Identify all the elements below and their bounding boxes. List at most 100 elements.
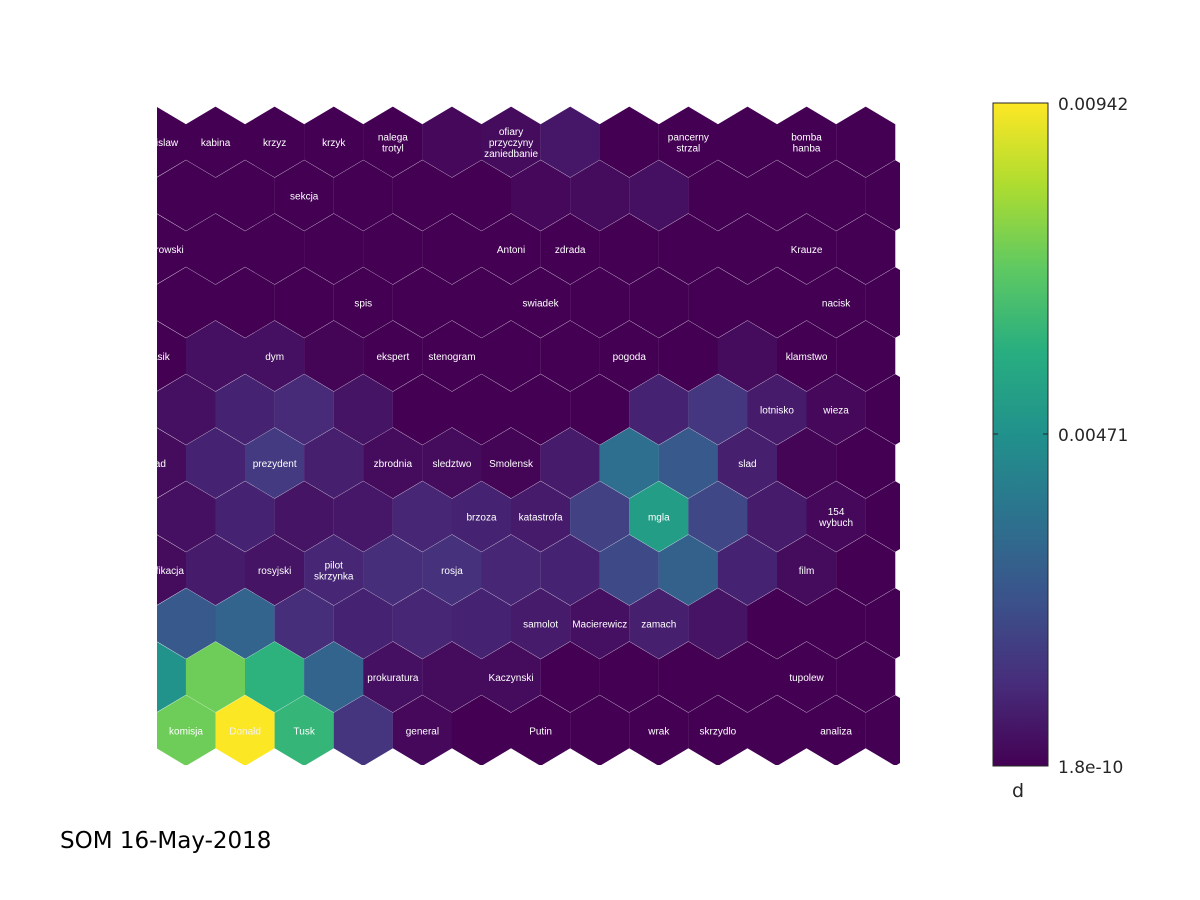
hex-cell-r4-c4: [363, 320, 423, 392]
hex-cell-r10-c6: [481, 641, 541, 713]
hex-cell-r0-c3: [304, 106, 364, 178]
cell-label-42: prokuratura: [367, 673, 419, 684]
hex-cell-r11-c9: [688, 695, 748, 765]
cell-label-4: nalega trotyl: [378, 133, 408, 155]
cell-label-48: general: [406, 727, 439, 738]
hex-cell-r5-c0: [157, 374, 216, 445]
hex-cell-r7-c10: [747, 481, 807, 552]
cell-label-3: krzyk: [322, 138, 346, 149]
cell-label-47: Tusk: [294, 727, 316, 738]
cell-label-line: Putin: [529, 727, 552, 738]
hex-cell-r5-c11: [806, 374, 866, 445]
cell-label-line: slad: [738, 459, 756, 470]
hex-cell-r6-c5: [422, 427, 482, 499]
cell-label-50: wrak: [647, 727, 670, 738]
hex-cell-r2-c6: [481, 213, 541, 285]
hex-cell-r6-c10: [717, 427, 778, 499]
cell-label-51: skrzydlo: [700, 727, 737, 738]
cell-label-22: lotnisko: [760, 406, 794, 417]
cell-label-18: ekspert: [376, 352, 409, 363]
cell-label-20: pogoda: [613, 352, 647, 363]
hex-cell-r9-c8: [629, 588, 689, 659]
cell-label-2: krzyz: [263, 138, 286, 149]
cell-label-39: samolot: [523, 620, 558, 631]
cell-label-line: nalega: [378, 133, 408, 144]
hex-cell-r1-c2: [274, 160, 334, 231]
cell-label-line: prezydent: [253, 459, 297, 470]
hex-cell-r7-c6: [511, 481, 571, 552]
hex-cell-r1-c4: [392, 160, 452, 231]
cell-label-24: blad: [147, 459, 166, 470]
hex-cell-r6-c9: [658, 427, 718, 499]
cell-label-34: identyfikacja: [129, 566, 184, 577]
hex-cell-r5-c7: [570, 374, 630, 445]
hex-cell-r4-c10: [717, 320, 778, 392]
hex-cell-r3-c5: [451, 267, 512, 338]
hex-cell-r10-c11: [777, 641, 837, 713]
cell-label-line: rosyjski: [258, 566, 291, 577]
hex-cell-r3-c6: [511, 267, 571, 338]
hex-cell-r3-c0: [157, 267, 216, 338]
hex-cell-r2-c3: [304, 213, 364, 285]
cell-label-14: swiadek: [523, 299, 560, 310]
hex-cell-r8-c0: [157, 534, 186, 606]
cell-label-line: katastrofa: [519, 513, 563, 524]
hex-cell-r1-c1: [215, 160, 275, 231]
cell-label-line: samolot: [523, 620, 558, 631]
cell-label-line: strzal: [676, 144, 700, 155]
hex-cell-r7-c9: [688, 481, 748, 552]
hex-cell-r7-c3: [333, 481, 393, 552]
hex-cell-r1-c7: [570, 160, 630, 231]
hex-cell-r10-c2: [245, 641, 305, 713]
cell-label-43: Kaczynski: [489, 673, 534, 684]
cell-label-30: brzoza: [466, 513, 496, 524]
hex-cell-r11-c11: [806, 695, 866, 765]
cell-label-37: rosja: [441, 566, 463, 577]
cell-label-25: prezydent: [253, 459, 297, 470]
hex-cell-r10-c8: [599, 641, 659, 713]
cell-label-33: 154 wybuch: [818, 507, 853, 529]
cell-label-line: Blasik: [143, 352, 171, 363]
hex-cell-r7-c1: [215, 481, 275, 552]
hex-cell-r0-c10: [717, 106, 778, 178]
hex-cell-r9-c1: [215, 588, 275, 659]
cell-label-line: brzoza: [466, 513, 496, 524]
hex-cell-r8-c3: [304, 534, 364, 606]
cell-label-line: pilot: [325, 561, 344, 572]
hex-cell-r5-c9: [688, 374, 748, 445]
hex-cell-r7-c4: [392, 481, 452, 552]
hex-cell-r0-c8: [599, 106, 659, 178]
hex-cell-r10-c3: [304, 641, 364, 713]
hex-cell-r11-c5: [451, 695, 512, 765]
hex-cell-r7-c11: [806, 481, 866, 552]
cell-label-line: rosja: [441, 566, 463, 577]
hex-cell-r2-c9: [658, 213, 718, 285]
hex-cell-r7-c8: [629, 481, 689, 552]
hexagon-grid: [157, 106, 900, 765]
hex-cell-r6-c0: [157, 427, 186, 499]
cell-label-1: kabina: [201, 138, 231, 149]
hex-cell-r9-c7: [570, 588, 630, 659]
cell-label-6: pancerny strzal: [668, 133, 709, 155]
cell-label-line: zamach: [641, 620, 676, 631]
cell-label-32: mgla: [648, 513, 670, 524]
cell-label-line: general: [406, 727, 439, 738]
cell-label-line: mgla: [648, 513, 670, 524]
cell-label-line: sledztwo: [432, 459, 471, 470]
hex-cell-r8-c7: [540, 534, 600, 606]
hex-cell-r6-c1: [185, 427, 246, 499]
cell-label-23: wieza: [822, 406, 849, 417]
cell-label-line: nacisk: [822, 299, 851, 310]
hex-cell-r4-c2: [245, 320, 305, 392]
cell-label-line: wieza: [822, 406, 849, 417]
hex-cell-r11-c12: [865, 695, 900, 765]
cell-label-26: zbrodnia: [374, 459, 413, 470]
hex-cell-r8-c10: [717, 534, 778, 606]
hex-cell-r11-c10: [747, 695, 807, 765]
hex-cell-r10-c5: [422, 641, 482, 713]
hex-cell-r2-c8: [599, 213, 659, 285]
hex-cell-r5-c8: [629, 374, 689, 445]
cell-label-40: Macierewicz: [572, 620, 627, 631]
cell-labels: Bronislaw kabina krzyz krzyk nalega trotyl ofi…: [129, 127, 853, 738]
